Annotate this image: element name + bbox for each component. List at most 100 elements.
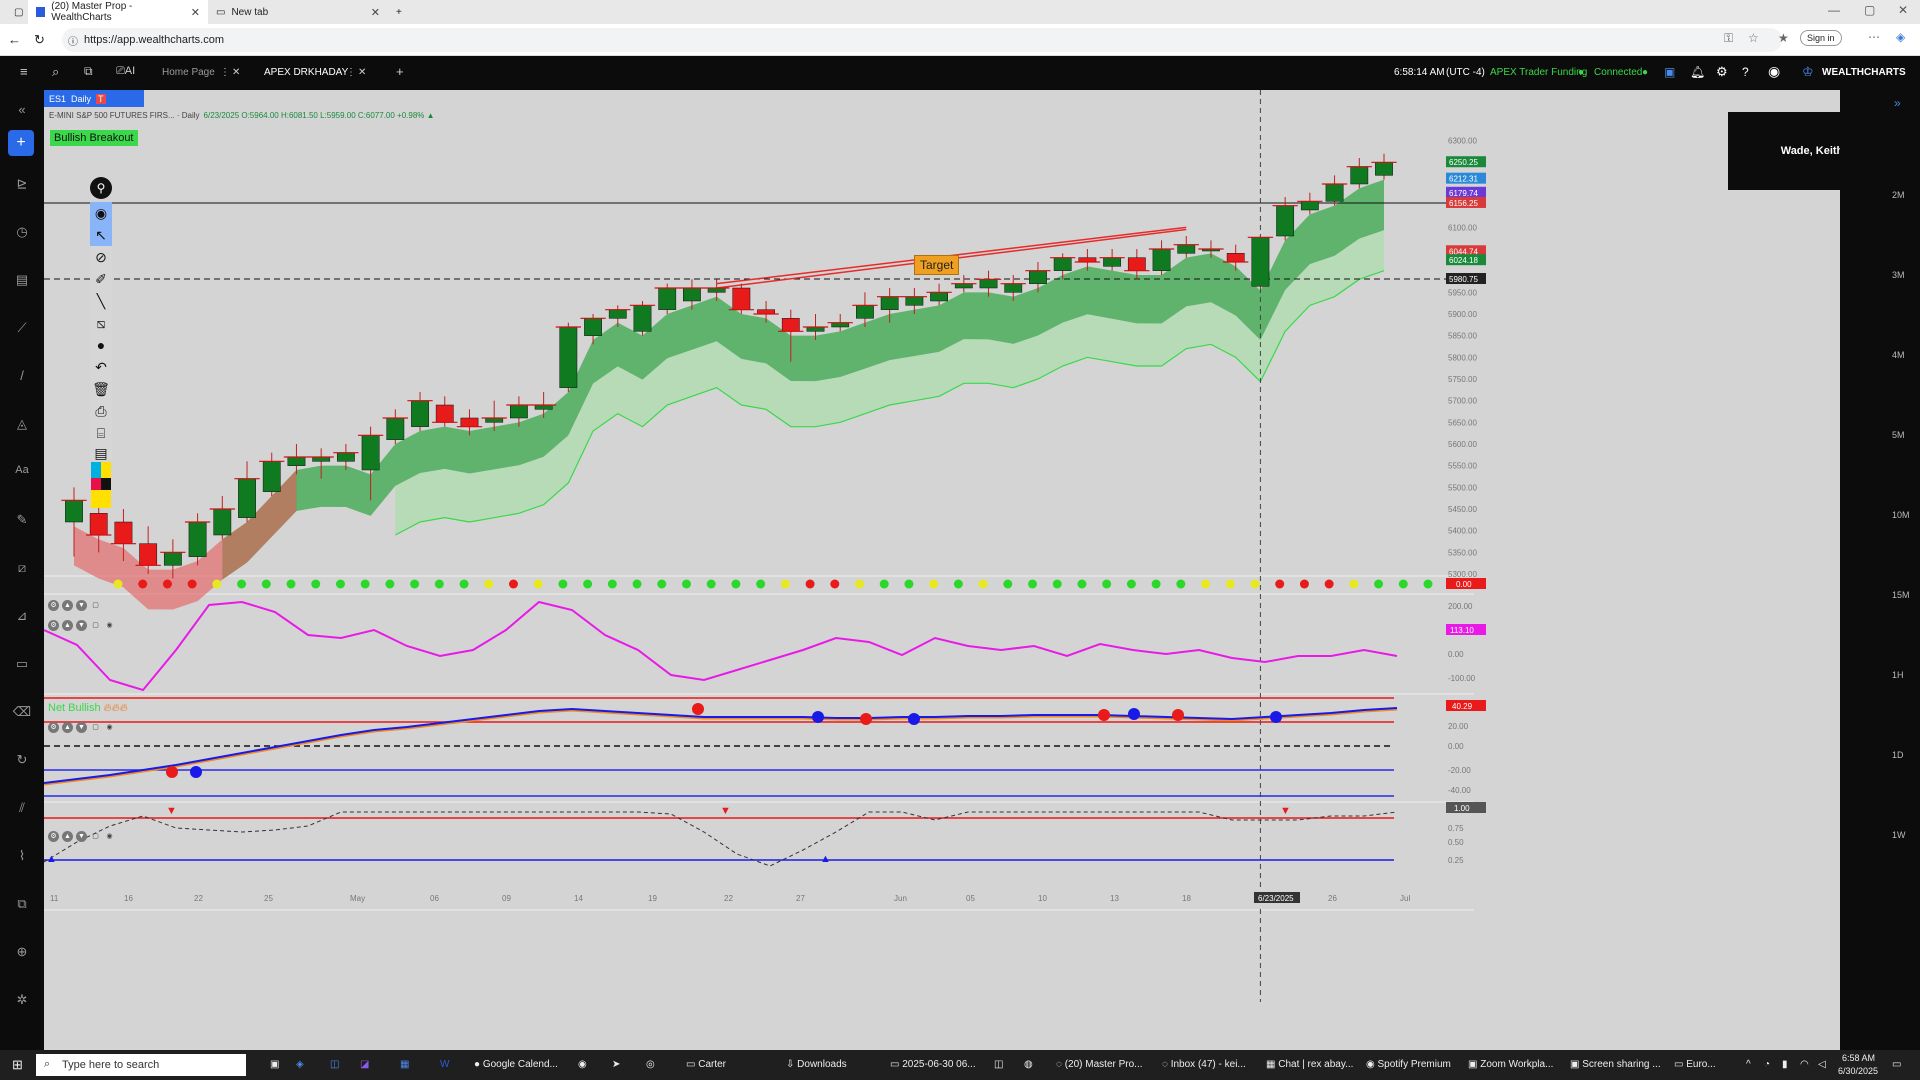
user-avatar-icon[interactable]: ◉ bbox=[1768, 63, 1781, 79]
search-icon[interactable]: ⌕ bbox=[52, 64, 60, 79]
url-field[interactable]: ⓘ https://app.wealthcharts.com bbox=[62, 28, 1782, 52]
browser-tab-new[interactable]: ▭ New tab ✕ bbox=[208, 0, 388, 24]
panel-icon[interactable]: ▭ bbox=[15, 656, 29, 671]
help-icon[interactable]: ? bbox=[1742, 65, 1749, 79]
taskbar-downloads[interactable]: ⇩ Downloads bbox=[786, 1059, 847, 1070]
pane-up-icon[interactable]: ▲ bbox=[62, 600, 73, 611]
site-info-icon[interactable]: ⓘ bbox=[68, 37, 78, 48]
close-tab-icon[interactable]: ✕ bbox=[370, 6, 380, 19]
pane-eye-icon[interactable]: ◉ bbox=[106, 833, 113, 840]
indicator-icon[interactable]: ⫽ bbox=[19, 800, 25, 815]
settings-wheel-icon[interactable]: ✲ bbox=[16, 992, 28, 1007]
teams-icon[interactable]: ▦ bbox=[400, 1059, 410, 1070]
close-window-icon[interactable]: ✕ bbox=[1898, 3, 1909, 17]
pane-maximize-icon[interactable]: ▢ bbox=[92, 622, 99, 629]
telegram-icon[interactable]: ➤ bbox=[612, 1059, 621, 1070]
outlook-icon[interactable]: ◫ bbox=[330, 1059, 340, 1070]
more-menu-icon[interactable]: ⋯ bbox=[1868, 30, 1880, 44]
taskbar-chat[interactable]: ▦ Chat | rex abay... bbox=[1266, 1059, 1354, 1070]
taskbar-google-calendar[interactable]: ● Google Calend... bbox=[474, 1059, 558, 1070]
collapse-arrows-icon[interactable]: « bbox=[18, 102, 26, 117]
onenote-icon[interactable]: ◪ bbox=[360, 1059, 370, 1070]
copilot-icon[interactable]: ◈ bbox=[1896, 30, 1906, 44]
hamburger-menu-icon[interactable]: ≡ bbox=[20, 64, 28, 79]
sign-in-button[interactable]: Sign in bbox=[1800, 30, 1842, 46]
pane-settings-icon[interactable]: ⚙ bbox=[48, 600, 59, 611]
target-icon[interactable]: ⊕ bbox=[16, 944, 28, 959]
expand-arrows-icon[interactable]: » bbox=[1894, 96, 1901, 110]
new-tab-plus-icon[interactable]: + bbox=[396, 6, 402, 18]
pane-settings-icon[interactable]: ⚙ bbox=[48, 831, 59, 842]
close-tab-icon[interactable]: ✕ bbox=[190, 6, 200, 19]
pane-up-icon[interactable]: ▲ bbox=[62, 722, 73, 733]
close-tab-icon[interactable]: ✕ bbox=[358, 67, 367, 78]
location-pin-icon[interactable]: ⚲ bbox=[90, 177, 112, 199]
app-icon[interactable]: ▣ bbox=[270, 1059, 280, 1070]
pane-maximize-icon[interactable]: ▢ bbox=[92, 833, 99, 840]
camera-icon[interactable]: ⌸ bbox=[96, 424, 106, 441]
pane-eye-icon[interactable]: ◉ bbox=[106, 622, 113, 629]
pane-down-icon[interactable]: ▼ bbox=[76, 620, 87, 631]
tray-app-icon[interactable]: ◔ bbox=[1764, 1059, 1771, 1070]
taskbar-master-prop[interactable]: ◌ (20) Master Pro... bbox=[1056, 1059, 1143, 1070]
clock-icon[interactable]: ◷ bbox=[16, 224, 28, 239]
pen-icon[interactable]: ✐ bbox=[95, 270, 107, 287]
eye-icon[interactable]: ◉ bbox=[90, 202, 112, 224]
outlook-taskbar-icon[interactable]: ◫ bbox=[994, 1059, 1004, 1070]
volume-icon[interactable]: ◁ bbox=[1818, 1059, 1826, 1070]
taskbar-zoom-workplace[interactable]: ▣ Zoom Workpla... bbox=[1468, 1059, 1554, 1070]
magnet-icon[interactable]: ⊘ bbox=[95, 248, 107, 265]
notifications-icon[interactable]: 🔔︎ bbox=[1690, 65, 1706, 79]
minimize-icon[interactable]: — bbox=[1828, 3, 1840, 17]
word-icon[interactable]: W bbox=[440, 1059, 450, 1070]
pencil-icon[interactable]: ✎ bbox=[16, 512, 28, 527]
strategy-icon[interactable]: ⌇ bbox=[18, 848, 26, 863]
add-tab-icon[interactable]: + bbox=[396, 64, 404, 79]
taskbar-carter[interactable]: ▭ Carter bbox=[686, 1059, 727, 1070]
gear-icon[interactable]: ⚙ bbox=[1716, 64, 1728, 79]
calendar-icon[interactable]: ▤ bbox=[15, 272, 29, 287]
pane-maximize-icon[interactable]: ▢ bbox=[92, 724, 99, 731]
ruler-icon[interactable]: ⧅ bbox=[96, 314, 106, 331]
replay-icon[interactable]: ↻ bbox=[16, 752, 28, 767]
funding-account[interactable]: APEX Trader Funding bbox=[1490, 67, 1588, 78]
save-icon[interactable]: ▣ bbox=[1664, 65, 1676, 79]
cursor-icon[interactable]: ↖ bbox=[90, 224, 112, 246]
windows-start-icon[interactable]: ⊞ bbox=[12, 1057, 23, 1072]
discord-icon[interactable]: ◍ bbox=[1024, 1059, 1033, 1070]
tab-apex-drkhaday[interactable]: APEX DRKHADAY bbox=[264, 67, 349, 78]
eraser-icon[interactable]: ⌫ bbox=[12, 704, 32, 719]
print-icon[interactable]: ⎙ bbox=[95, 402, 107, 419]
line-tool-icon[interactable]: / bbox=[20, 368, 24, 383]
color-swatch-top-icon[interactable] bbox=[91, 462, 111, 478]
reload-icon[interactable]: ↻ bbox=[34, 32, 45, 47]
close-tab-icon[interactable]: ✕ bbox=[232, 67, 241, 78]
pane-down-icon[interactable]: ▼ bbox=[76, 722, 87, 733]
network-icon[interactable]: ◠ bbox=[1800, 1059, 1809, 1070]
shapes-icon[interactable]: ◬ bbox=[17, 416, 27, 431]
back-arrow-icon[interactable]: ← bbox=[8, 32, 21, 47]
tab-actions-icon[interactable]: ▢ bbox=[14, 6, 24, 18]
notification-icon[interactable]: ▭ bbox=[1892, 1059, 1902, 1070]
taskbar-file[interactable]: ▭ 2025-06-30 06... bbox=[890, 1059, 976, 1070]
dot-icon[interactable]: ● bbox=[96, 337, 106, 353]
browser-tab-wealthcharts[interactable]: (20) Master Prop - WealthCharts ✕ bbox=[28, 0, 208, 24]
taskbar-search-box[interactable]: ⌕ Type here to search bbox=[36, 1054, 246, 1076]
copilot-icon[interactable]: ◈ bbox=[296, 1059, 304, 1070]
pane-down-icon[interactable]: ▼ bbox=[76, 600, 87, 611]
symbol-tab[interactable]: ES1 Daily T bbox=[44, 90, 144, 107]
copy-icon[interactable]: ⧉ bbox=[17, 896, 27, 911]
fib-icon[interactable]: ⊿ bbox=[16, 608, 28, 623]
pane-settings-icon[interactable]: ⚙ bbox=[48, 620, 59, 631]
taskbar-app-icon[interactable]: ◉ bbox=[578, 1059, 587, 1070]
pane-maximize-icon[interactable]: ▢ bbox=[92, 602, 99, 609]
tray-chevron-icon[interactable]: ^ bbox=[1746, 1059, 1751, 1070]
tab-menu-icon[interactable]: ⋮ bbox=[346, 67, 356, 78]
favorites-icon[interactable]: ★ bbox=[1778, 31, 1789, 45]
taskbar-spotify[interactable]: ◉ Spotify Premium bbox=[1366, 1059, 1451, 1070]
layouts-icon[interactable]: ⧉ bbox=[84, 64, 93, 78]
taskbar-inbox[interactable]: ◌ Inbox (47) - kei... bbox=[1162, 1059, 1246, 1070]
add-widget-icon[interactable]: + bbox=[8, 130, 34, 156]
taskbar-screen-sharing[interactable]: ▣ Screen sharing ... bbox=[1570, 1059, 1661, 1070]
